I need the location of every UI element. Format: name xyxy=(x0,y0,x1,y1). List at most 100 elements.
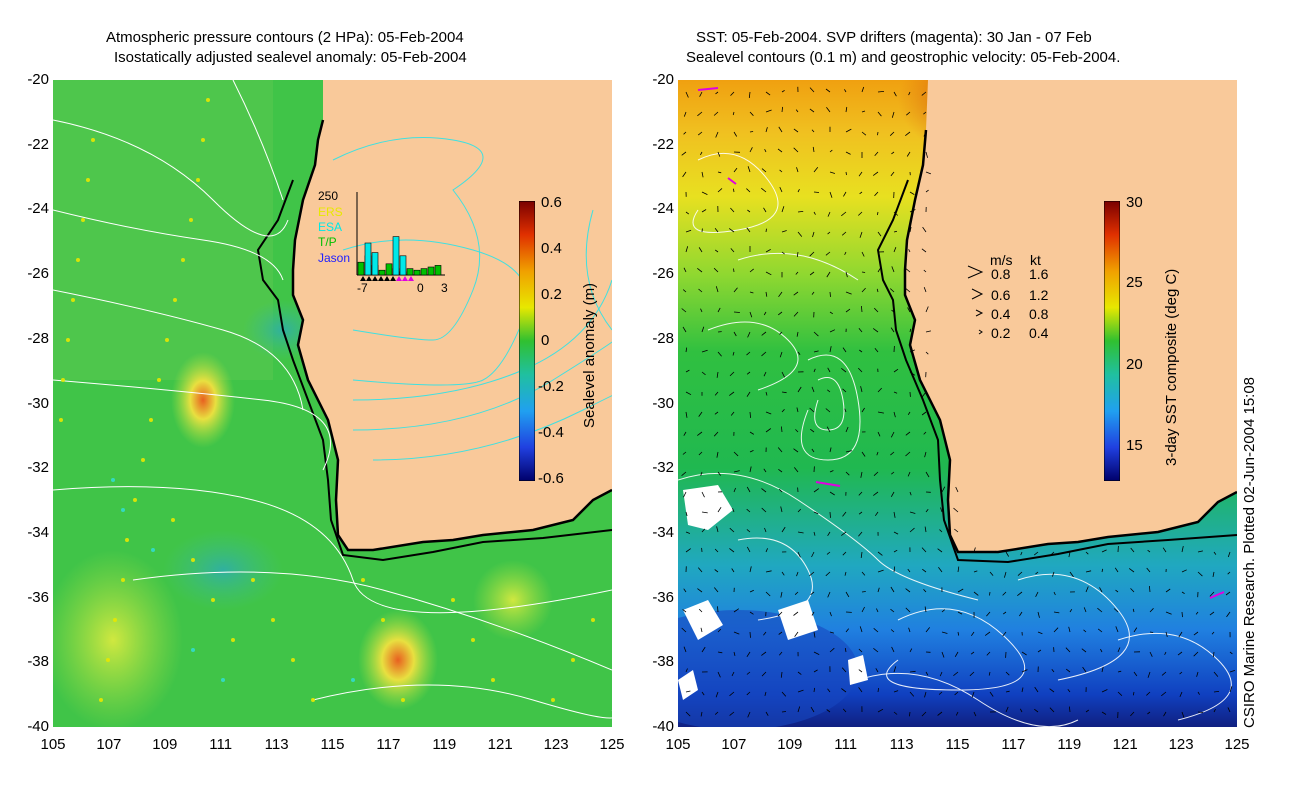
left-y-tick-4: -28 xyxy=(27,329,49,347)
right-x-tick-7: 119 xyxy=(1057,736,1082,753)
right-x-tick-2: 109 xyxy=(777,736,803,753)
right-cb-tick-1: 25 xyxy=(1126,274,1143,291)
right-title-line1: SST: 05-Feb-2004. SVP drifters (magenta)… xyxy=(696,29,1092,46)
left-x-tick-4: 113 xyxy=(264,736,289,753)
right-y-tick-9: -38 xyxy=(652,653,674,671)
velocity-legend-ms-3: 0.2 xyxy=(991,325,1011,341)
right-cloud-gaps xyxy=(678,485,868,700)
left-cb-tick-3: 0 xyxy=(541,332,550,349)
right-y-tick-7: -34 xyxy=(652,523,674,541)
right-cb-tick-0: 30 xyxy=(1126,194,1143,211)
left-y-tick-7: -34 xyxy=(27,523,49,541)
left-y-tick-1: -22 xyxy=(27,135,49,153)
left-y-tick-5: -30 xyxy=(27,394,49,412)
inset-legend-ers: ERS xyxy=(318,205,343,219)
drifter-tracks xyxy=(697,87,1225,599)
inset-legend-jason: Jason xyxy=(318,251,351,265)
right-x-tick-6: 117 xyxy=(1001,736,1026,753)
inset-x-tick-1: 0 xyxy=(417,281,424,295)
velocity-legend-arrows xyxy=(967,265,984,335)
right-y-tick-3: -26 xyxy=(652,265,674,283)
left-x-tick-6: 117 xyxy=(376,736,401,753)
left-x-tick-8: 121 xyxy=(487,736,513,753)
inset-x-tick-2: 3 xyxy=(441,281,448,295)
right-x-tick-0: 105 xyxy=(665,736,691,753)
right-x-tick-10: 125 xyxy=(1224,736,1250,753)
inset-bar-tp-11 xyxy=(434,265,442,276)
inset-bar-esa-6 xyxy=(399,255,407,276)
right-y-tick-0: -20 xyxy=(652,71,674,88)
right-x-tick-8: 121 xyxy=(1112,736,1138,753)
left-cb-label: Sealevel anomaly (m) xyxy=(581,282,598,428)
inset-bar-tp-3 xyxy=(378,269,386,276)
inset-bar-tp-7 xyxy=(406,268,414,276)
right-x-tick-9: 123 xyxy=(1168,736,1194,753)
left-cb-tick-1: 0.4 xyxy=(541,240,562,257)
inset-histogram xyxy=(356,192,445,281)
velocity-legend-header-ms: m/s xyxy=(990,252,1013,268)
inset-y-max-label: 250 xyxy=(318,189,339,203)
right-y-tick-8: -36 xyxy=(652,588,674,606)
right-y-tick-6: -32 xyxy=(652,459,674,477)
velocity-legend-kt-0: 1.6 xyxy=(1029,266,1049,282)
velocity-legend-ms-0: 0.8 xyxy=(991,266,1011,282)
left-y-tick-8: -36 xyxy=(27,588,49,606)
velocity-legend-header-kt: kt xyxy=(1030,252,1041,268)
left-x-tick-2: 109 xyxy=(152,736,178,753)
left-x-tick-1: 107 xyxy=(96,736,122,753)
right-land xyxy=(905,80,1237,552)
velocity-legend-ms-1: 0.6 xyxy=(991,287,1011,303)
left-title-line2: Isostatically adjusted sealevel anomaly:… xyxy=(114,49,467,66)
velocity-arrows xyxy=(681,86,1236,719)
left-x-tick-0: 105 xyxy=(40,736,66,753)
left-x-tick-7: 119 xyxy=(432,736,457,753)
inset-x-tick-0: -7 xyxy=(357,281,368,295)
left-x-tick-5: 115 xyxy=(320,736,345,753)
velocity-legend-ms-2: 0.4 xyxy=(991,306,1011,322)
inset-bar-tp-10 xyxy=(427,266,435,276)
right-y-tick-4: -28 xyxy=(652,329,674,347)
left-coastline xyxy=(291,119,612,552)
right-x-tick-1: 107 xyxy=(721,736,747,753)
right-y-tick-10: -40 xyxy=(652,718,674,735)
inset-bar-esa-5 xyxy=(392,236,400,276)
velocity-legend-kt-2: 0.8 xyxy=(1029,306,1049,322)
left-y-tick-2: -24 xyxy=(27,200,49,218)
right-cb-label: 3-day SST composite (deg C) xyxy=(1163,268,1180,466)
inset-legend-esa: ESA xyxy=(318,220,343,234)
right-coastline xyxy=(903,129,1237,554)
left-title-line1: Atmospheric pressure contours (2 HPa): 0… xyxy=(106,29,464,46)
velocity-legend-kt-1: 1.2 xyxy=(1029,287,1049,303)
right-x-tick-4: 113 xyxy=(889,736,914,753)
left-cb-tick-6: -0.6 xyxy=(538,470,564,487)
left-cb-tick-4: -0.2 xyxy=(538,378,564,395)
right-x-tick-5: 115 xyxy=(945,736,970,753)
left-y-tick-0: -20 xyxy=(27,71,49,88)
right-cb-tick-3: 15 xyxy=(1126,437,1143,454)
right-map xyxy=(678,80,1237,727)
left-x-tick-10: 125 xyxy=(599,736,625,753)
right-y-tick-2: -24 xyxy=(652,200,674,218)
inset-bar-tp-9 xyxy=(420,268,428,276)
left-altimeter-tracks-esa xyxy=(111,478,355,682)
left-anomaly-blob-north xyxy=(171,352,235,448)
right-y-tick-1: -22 xyxy=(652,135,674,153)
left-colorbar xyxy=(519,201,535,481)
right-title-line2: Sealevel contours (0.1 m) and geostrophi… xyxy=(686,49,1121,66)
inset-bar-tp-4 xyxy=(385,263,393,276)
left-y-tick-10: -40 xyxy=(27,718,49,735)
inset-bar-esa-1 xyxy=(364,242,372,276)
left-x-tick-9: 123 xyxy=(543,736,569,753)
left-anomaly-blob-south xyxy=(358,610,438,710)
left-cb-tick-5: -0.4 xyxy=(538,424,564,441)
left-altimeter-tracks xyxy=(59,98,595,702)
inset-bar-tp-8 xyxy=(413,269,421,276)
left-y-tick-3: -26 xyxy=(27,265,49,283)
right-colorbar xyxy=(1104,201,1120,481)
left-cb-tick-0: 0.6 xyxy=(541,194,562,211)
left-land xyxy=(293,80,612,550)
right-cb-tick-2: 20 xyxy=(1126,356,1143,373)
inset-bar-esa-2 xyxy=(371,252,379,276)
left-y-tick-9: -38 xyxy=(27,653,49,671)
right-x-tick-3: 111 xyxy=(834,736,858,753)
